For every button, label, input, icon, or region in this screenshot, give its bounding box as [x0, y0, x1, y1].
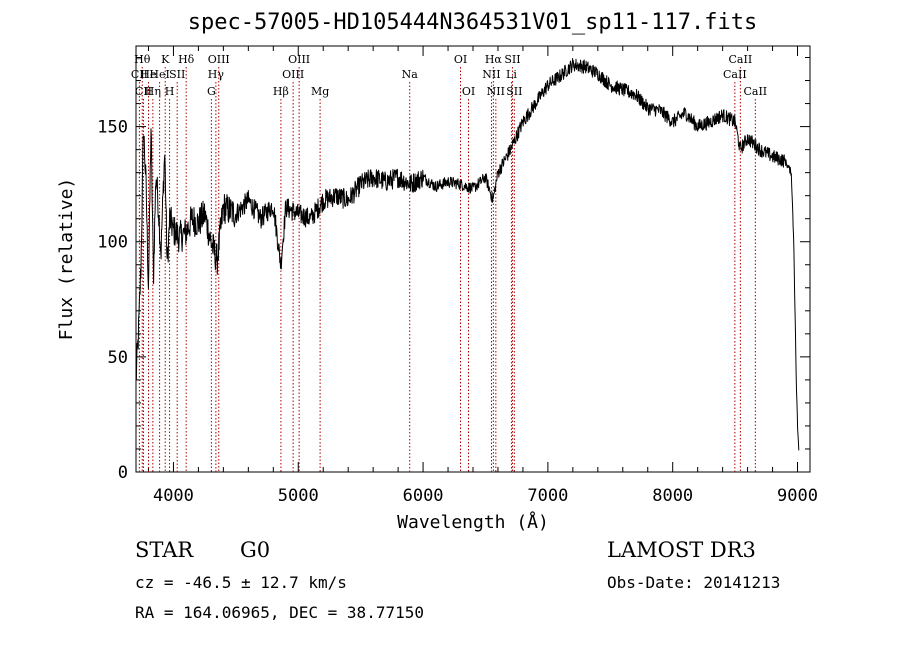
line-marker-label: CII [131, 68, 148, 81]
line-marker-label: CaII [743, 85, 767, 98]
line-marker-label: Mg [311, 85, 329, 98]
x-tick-label: 9000 [777, 486, 818, 506]
line-marker-label: OI [462, 85, 475, 98]
line-marker-label: SII [169, 68, 185, 81]
object-class: STAR [135, 538, 194, 562]
x-axis-label: Wavelength (Å) [397, 511, 549, 533]
y-tick-label: 50 [108, 348, 128, 368]
line-marker-label: Hδ [178, 53, 195, 66]
x-tick-label: 6000 [403, 486, 444, 506]
line-marker-label: Hθ [134, 53, 151, 66]
line-marker-label: CaII [723, 68, 747, 81]
line-marker-label: CII [135, 85, 152, 98]
y-axis-label: Flux (relative) [56, 178, 77, 341]
x-tick-label: 8000 [652, 486, 693, 506]
coordinates: RA = 164.06965, DEC = 38.77150 [135, 603, 424, 622]
line-marker-label: G [207, 85, 216, 98]
line-marker-label: Hγ [208, 68, 225, 81]
line-marker-label: Hα [485, 53, 503, 66]
survey-name: LAMOST DR3 [607, 538, 756, 562]
line-marker-label: K [161, 53, 170, 66]
y-tick-label: 0 [118, 463, 128, 483]
line-marker-label: CaII [729, 53, 753, 66]
line-marker-label: HeI [149, 68, 169, 81]
line-marker-label: SII [506, 85, 522, 98]
spectrum-line [135, 58, 800, 451]
y-tick-label: 100 [97, 233, 128, 253]
line-marker-label: OIII [282, 68, 304, 81]
object-subclass: G0 [240, 538, 271, 562]
x-tick-label: 5000 [278, 486, 319, 506]
observation-date: Obs-Date: 20141213 [607, 573, 781, 592]
line-marker-label: H [165, 85, 175, 98]
chart-title: spec-57005-HD105444N364531V01_sp11-117.f… [187, 10, 758, 35]
line-marker-label: Hη [145, 85, 161, 98]
x-tick-label: 4000 [153, 486, 194, 506]
line-marker-label: NII [487, 85, 505, 98]
line-marker-label: OI [454, 53, 467, 66]
line-marker-label: He [140, 68, 156, 81]
redshift-value: cz = -46.5 ± 12.7 km/s [135, 573, 347, 592]
line-marker-label: OIII [208, 53, 230, 66]
line-marker-label: NII [482, 68, 500, 81]
line-marker-label: OIII [288, 53, 310, 66]
line-marker-label: Hβ [273, 85, 289, 98]
line-marker-label: Li [506, 68, 517, 81]
line-marker-label: Na [402, 68, 419, 81]
line-marker-label: SII [504, 53, 520, 66]
plot-frame [135, 45, 811, 473]
y-tick-label: 150 [97, 118, 128, 138]
x-tick-label: 7000 [527, 486, 568, 506]
